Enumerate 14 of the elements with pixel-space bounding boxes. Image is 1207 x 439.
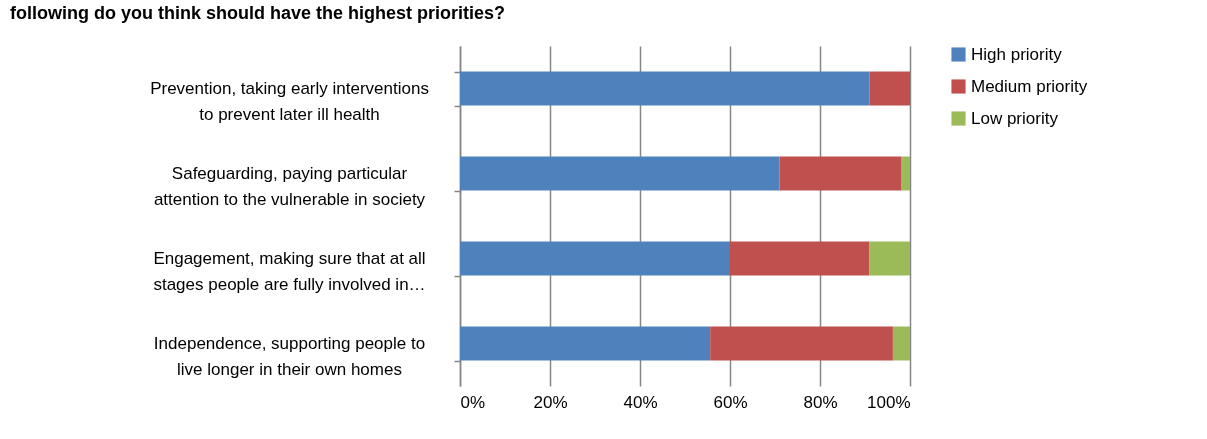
y-tick-label: Engagement, making sure that at all stages people are fully involved in… [153, 249, 426, 294]
text: following do you think should have the highest priorities? [10, 3, 506, 23]
legend-label: Low priority [971, 108, 1059, 128]
y-tick-label: Independence, supporting people to live longer in their own homes [153, 334, 426, 379]
x-tick-label: 100% [867, 392, 911, 412]
y-tick-label: Safeguarding, paying particular attention to the vulnerable in society [153, 164, 426, 209]
legend-label: High priority [971, 44, 1063, 64]
x-tick-label: 80% [803, 392, 838, 412]
x-tick-label: 20% [533, 392, 568, 412]
x-tick-label: 40% [623, 392, 658, 412]
x-tick-label: 0% [460, 392, 486, 412]
legend-label: Medium priority [971, 76, 1088, 96]
y-tick-label: Prevention, taking early interventions to prevent later ill health [150, 79, 429, 124]
x-tick-label: 60% [713, 392, 748, 412]
